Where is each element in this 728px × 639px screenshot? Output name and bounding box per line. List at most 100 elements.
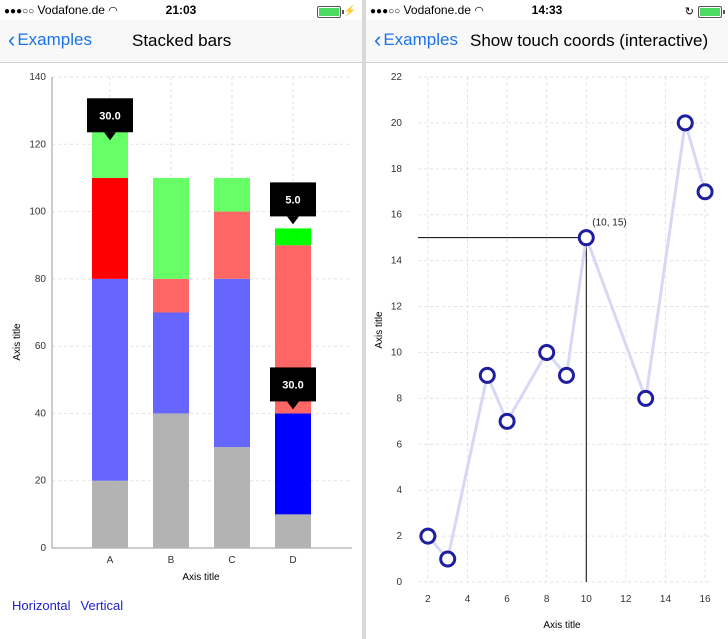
screen-divider <box>362 0 366 639</box>
bar-segment[interactable] <box>92 278 128 481</box>
page-title: Show touch coords (interactive) <box>470 31 709 50</box>
back-label: Examples <box>383 30 458 49</box>
bar-segment[interactable] <box>153 413 189 548</box>
orientation-links: Horizontal Vertical <box>12 598 133 613</box>
x-tick-label: C <box>228 555 235 566</box>
carrier-name: Vodafone.de <box>37 3 105 17</box>
bar-segment[interactable] <box>275 228 311 246</box>
status-bar: ●●●○○ Vodafone.de ◠ 21:03 ⚡ <box>0 0 362 20</box>
status-time: 14:33 <box>531 3 563 17</box>
x-tick-label: 4 <box>465 594 471 605</box>
y-tick-label: 2 <box>396 531 402 542</box>
tooltip-box <box>270 367 316 402</box>
bar-stack-c[interactable] <box>214 177 250 548</box>
page-title: Stacked bars <box>132 31 232 50</box>
y-tick-label: 80 <box>35 274 47 285</box>
y-tick-label: 14 <box>391 256 403 267</box>
chevron-left-icon: ‹ <box>8 27 16 52</box>
battery-indicator: ↻ <box>684 4 725 18</box>
back-button[interactable]: ‹ Examples <box>8 27 92 52</box>
bar-segment[interactable] <box>214 211 250 279</box>
bar-segment[interactable] <box>153 312 189 414</box>
data-point[interactable] <box>478 366 496 384</box>
tooltip-label: 5.0 <box>285 194 300 206</box>
y-tick-label: 140 <box>29 72 46 83</box>
bar-segment[interactable] <box>92 177 128 279</box>
wifi-icon: ◠ <box>474 5 484 17</box>
bar-segment[interactable] <box>214 177 250 212</box>
x-tick-label: 16 <box>699 594 711 605</box>
carrier-info: ●●●○○ Vodafone.de ◠ <box>370 3 484 17</box>
y-tick-label: 20 <box>391 118 403 129</box>
y-tick-label: 20 <box>35 476 47 487</box>
data-point[interactable] <box>439 550 457 568</box>
back-label: Examples <box>17 30 92 49</box>
data-point[interactable] <box>419 527 437 545</box>
x-tick-label: 2 <box>425 594 431 605</box>
data-point[interactable] <box>498 412 516 430</box>
navigation-bar: ‹ Examples Stacked bars <box>0 20 362 63</box>
chevron-left-icon: ‹ <box>374 27 382 52</box>
y-tick-label: 120 <box>29 139 46 150</box>
horizontal-link[interactable]: Horizontal <box>12 598 71 613</box>
series-line <box>426 122 707 563</box>
y-tick-label: 16 <box>391 210 403 221</box>
tooltip-pointer <box>287 216 299 225</box>
y-axis-title: Axis title <box>12 323 23 361</box>
bar-segment[interactable] <box>92 480 128 548</box>
signal-strength-icon: ●●●○○ <box>4 6 35 17</box>
vertical-link[interactable]: Vertical <box>80 598 124 613</box>
y-tick-label: 12 <box>391 302 403 313</box>
value-tooltip: 5.0 <box>270 182 316 225</box>
y-tick-label: 0 <box>40 543 46 554</box>
navigation-bar: ‹ Examples Show touch coords (interactive… <box>366 20 728 63</box>
data-point[interactable] <box>676 114 694 132</box>
battery-icon <box>316 5 344 18</box>
rotation-lock-icon: ↻ <box>684 6 694 18</box>
bar-stack-b[interactable] <box>153 177 189 548</box>
x-tick-label: D <box>289 555 296 566</box>
y-tick-label: 40 <box>35 408 47 419</box>
bar-segment[interactable] <box>214 447 250 548</box>
data-point[interactable] <box>637 389 655 407</box>
tooltip-pointer <box>104 132 116 141</box>
y-tick-label: 60 <box>35 341 47 352</box>
status-time: 21:03 <box>165 3 197 17</box>
bar-stack-a[interactable] <box>92 110 128 548</box>
x-tick-label: 12 <box>620 594 632 605</box>
bar-segment[interactable] <box>153 177 189 279</box>
x-tick-label: B <box>168 555 175 566</box>
status-bar: ●●●○○ Vodafone.de ◠ 14:33 ↻ <box>366 0 728 20</box>
data-point[interactable] <box>696 183 714 201</box>
data-point[interactable] <box>577 229 595 247</box>
y-tick-label: 4 <box>396 485 402 496</box>
carrier-info: ●●●○○ Vodafone.de ◠ <box>4 3 118 17</box>
y-tick-label: 22 <box>391 72 403 83</box>
wifi-icon: ◠ <box>108 5 118 17</box>
signal-strength-icon: ●●●○○ <box>370 6 401 17</box>
value-tooltip: 30.0 <box>87 98 133 141</box>
x-tick-label: 10 <box>581 594 593 605</box>
tooltip-box <box>270 182 316 217</box>
y-tick-label: 0 <box>396 577 402 588</box>
bar-segment[interactable] <box>275 514 311 548</box>
x-axis-title: Axis title <box>182 572 220 583</box>
bar-segment[interactable] <box>153 278 189 313</box>
data-point[interactable] <box>538 343 556 361</box>
left-screen: ●●●○○ Vodafone.de ◠ 21:03 ⚡ ‹ Examples St… <box>0 0 362 639</box>
touch-coordinate-label: (10, 15) <box>592 218 626 229</box>
bar-segment[interactable] <box>214 278 250 448</box>
stacked-bar-chart[interactable]: 0 20 40 60 80 100 120 140 A B C D 30.0 5.0 30.0 Axis… <box>0 62 362 592</box>
tooltip-box <box>87 98 133 133</box>
x-tick-label: A <box>107 555 114 566</box>
carrier-name: Vodafone.de <box>403 3 471 17</box>
bar-segment[interactable] <box>275 413 311 515</box>
y-tick-label: 8 <box>396 393 402 404</box>
back-button[interactable]: ‹ Examples <box>374 27 458 52</box>
tooltip-label: 30.0 <box>282 379 303 391</box>
y-tick-label: 6 <box>396 439 402 450</box>
right-screen: ●●●○○ Vodafone.de ◠ 14:33 ↻ ‹ Examples Sh… <box>366 0 728 639</box>
y-tick-label: 10 <box>391 347 403 358</box>
data-point[interactable] <box>557 366 575 384</box>
